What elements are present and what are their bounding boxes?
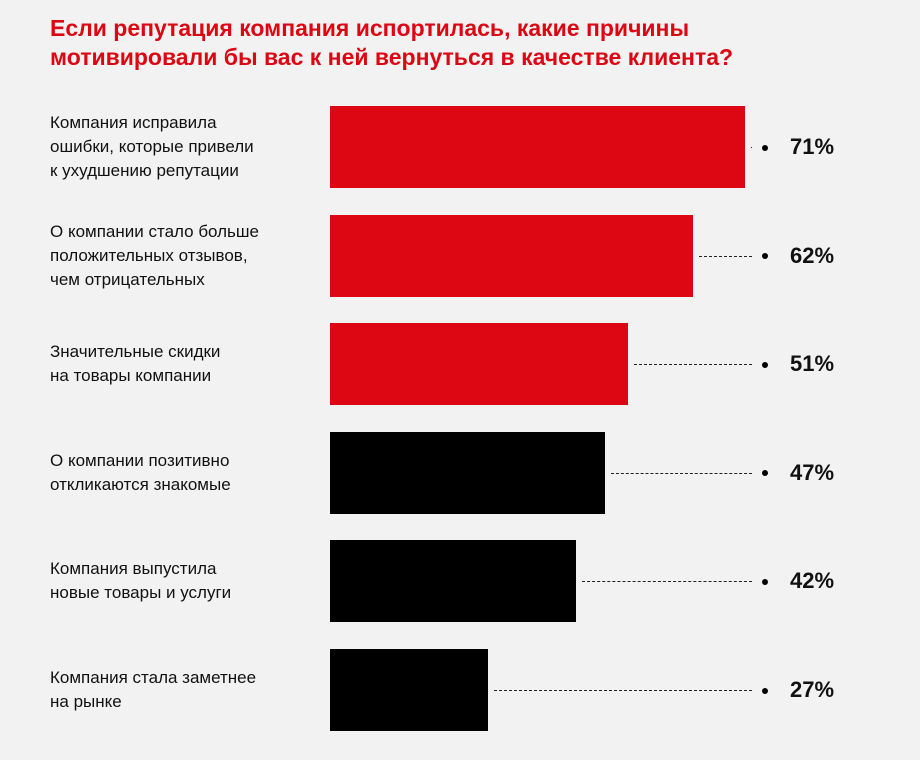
leader-line (493, 690, 752, 691)
leader-line (581, 581, 752, 583)
leader-dot (762, 253, 768, 260)
leader-dot (762, 578, 768, 585)
bar (330, 649, 488, 731)
leader-line (698, 255, 752, 257)
leader-line (610, 472, 752, 474)
leader-dot (762, 470, 768, 477)
bar (330, 431, 605, 514)
value-label: 42% (790, 568, 835, 594)
leader-line (634, 364, 752, 366)
category-label: Значительные скидки на товары компании (50, 342, 221, 386)
category-label: О компании стало больше положительных от… (50, 221, 260, 289)
chart-title: Если репутация компания испортилась, как… (50, 15, 734, 70)
value-label: 62% (790, 242, 835, 268)
category-label: О компании позитивно откликаются знакомы… (50, 450, 231, 494)
bar (330, 323, 629, 406)
leader-dot (762, 144, 768, 151)
leader-dot (762, 361, 768, 368)
category-label: Компания стала заметнее на рынке (50, 668, 257, 711)
bar (330, 540, 576, 623)
value-label: 47% (790, 459, 835, 485)
bar (330, 106, 746, 188)
leader-dot (762, 687, 768, 694)
bar (330, 214, 693, 297)
category-label: Компания исправила ошибки, которые приве… (50, 113, 254, 180)
value-label: 27% (790, 677, 835, 702)
category-label: Компания выпустила новые товары и услуги (50, 559, 232, 603)
value-label: 71% (790, 134, 835, 159)
value-label: 51% (790, 351, 835, 377)
leader-line (751, 147, 752, 148)
